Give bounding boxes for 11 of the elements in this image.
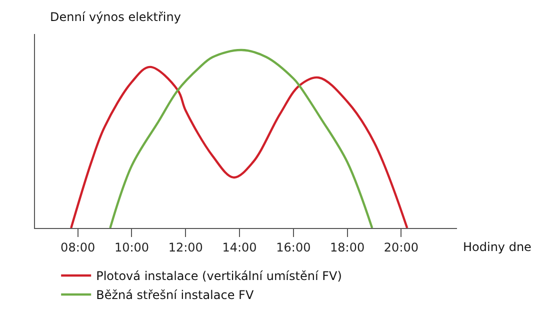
x-tick-label: 20:00 [384, 240, 419, 254]
x-tick-label: 16:00 [276, 240, 311, 254]
x-tick-label: 18:00 [330, 240, 365, 254]
legend-label: Běžná střešní instalace FV [96, 288, 254, 302]
x-tick-label: 12:00 [168, 240, 203, 254]
x-tick-label: 14:00 [222, 240, 257, 254]
y-axis-title: Denní výnos elektřiny [50, 10, 181, 24]
legend-label: Plotová instalace (vertikální umístění FV) [96, 269, 342, 284]
x-tick-label: 10:00 [114, 240, 150, 254]
x-axis-title: Hodiny dne [463, 240, 532, 254]
x-tick-label: 08:00 [60, 240, 96, 254]
